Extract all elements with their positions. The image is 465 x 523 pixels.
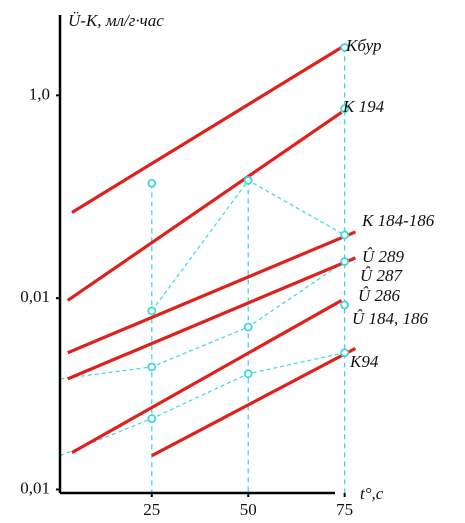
data-point — [340, 348, 350, 358]
x-tick-label: 25 — [143, 500, 160, 519]
trend-line — [67, 230, 357, 355]
line-label: K 184-186 — [361, 211, 435, 230]
line-label: Û 287 — [360, 266, 404, 285]
x-tick-label: 75 — [336, 500, 353, 519]
data-point — [340, 104, 350, 114]
data-point — [243, 176, 253, 185]
data-point — [243, 322, 253, 332]
line-label: Û 289 — [362, 247, 405, 266]
data-point — [340, 257, 350, 266]
trend-line — [67, 256, 357, 381]
trend-line — [71, 46, 343, 214]
line-label: Û 184, 186 — [352, 309, 429, 328]
line-label: K 194 — [342, 97, 385, 116]
data-point — [147, 306, 157, 316]
chart-title: Ü-K, мл/г·час — [68, 11, 164, 30]
line-label: Kбур — [345, 36, 382, 55]
data-point — [340, 300, 350, 310]
data-point — [147, 414, 157, 423]
guide-line — [59, 352, 345, 457]
y-tick-label: 0,01 — [20, 478, 50, 497]
data-point — [340, 43, 350, 52]
line-label: K94 — [349, 352, 379, 371]
guide-line — [59, 261, 345, 380]
trend-line — [71, 299, 343, 455]
y-tick-label: 1,0 — [29, 84, 50, 103]
y-tick-label: 0,01 — [20, 287, 50, 306]
data-point — [243, 369, 253, 379]
line-label: Û 286 — [358, 286, 401, 305]
trend-line — [66, 111, 343, 302]
data-point — [147, 178, 157, 188]
x-tick-label: 50 — [240, 500, 257, 519]
data-point — [340, 230, 350, 240]
trend-line — [151, 346, 357, 458]
x-axis-label: t°,c — [360, 484, 384, 503]
data-point — [147, 362, 157, 372]
